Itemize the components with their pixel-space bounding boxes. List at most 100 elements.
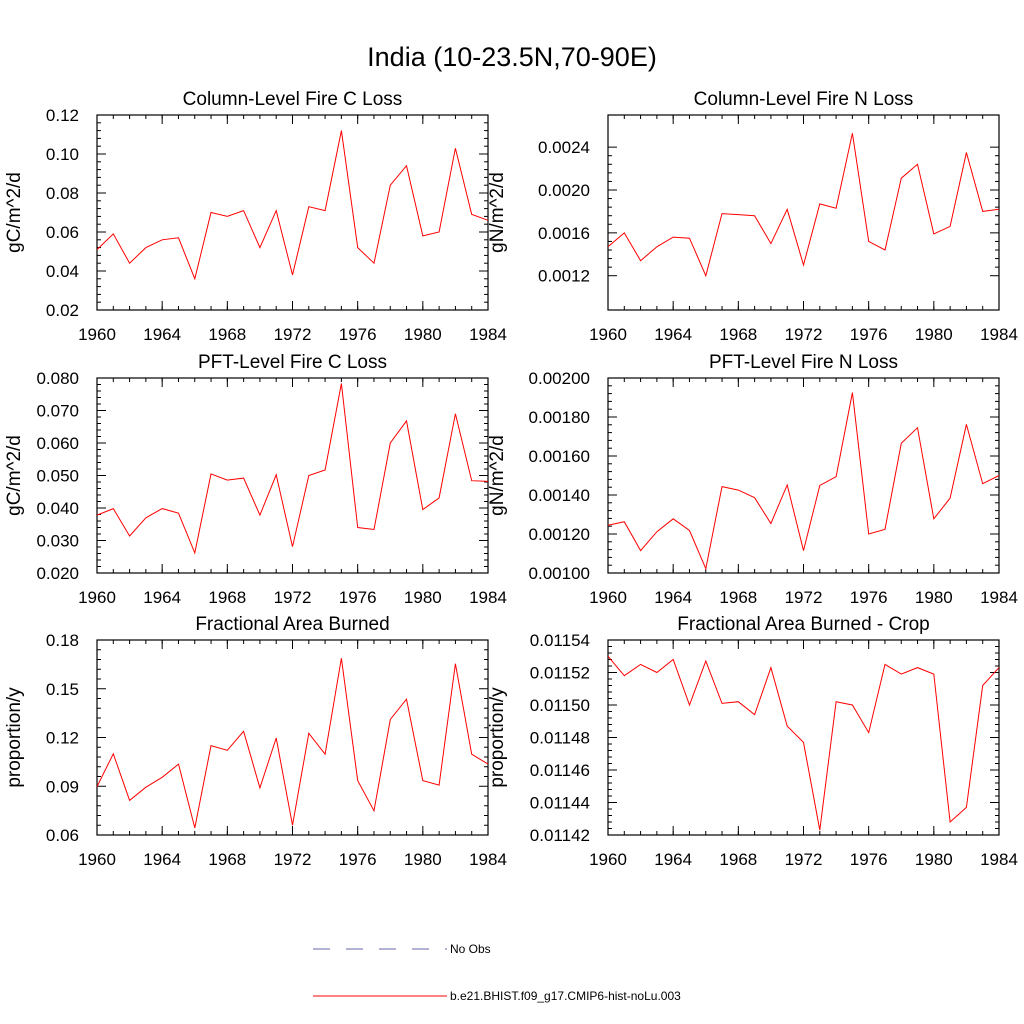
series-line-1: [96, 130, 489, 281]
y-tick-label: 0.12: [46, 106, 79, 125]
x-tick-label: 1960: [78, 325, 116, 344]
y-tick-label: 0.080: [36, 369, 79, 388]
y-tick-label: 0.06: [46, 826, 79, 845]
y-tick-label: 0.040: [36, 499, 79, 518]
x-tick-label: 1964: [143, 588, 181, 607]
x-tick-label: 1968: [719, 588, 757, 607]
x-tick-label: 1980: [404, 588, 442, 607]
y-axis-label: gC/m^2/d: [4, 435, 25, 516]
x-tick-label: 1960: [78, 588, 116, 607]
x-tick-label: 1980: [915, 850, 953, 869]
chart-title: PFT-Level Fire N Loss: [709, 352, 898, 373]
x-tick-label: 1968: [208, 850, 246, 869]
chart-title: Column-Level Fire C Loss: [183, 89, 403, 110]
y-tick-label: 0.0016: [538, 224, 590, 243]
x-tick-label: 1972: [274, 325, 312, 344]
series-line-1: [607, 655, 1000, 831]
y-tick-label: 0.00140: [529, 486, 590, 505]
chart-title: PFT-Level Fire C Loss: [198, 352, 387, 373]
y-tick-label: 0.070: [36, 402, 79, 421]
y-axis-label: gC/m^2/d: [4, 172, 25, 253]
x-tick-label: 1972: [274, 850, 312, 869]
x-tick-label: 1972: [785, 588, 823, 607]
x-tick-label: 1960: [589, 325, 627, 344]
x-tick-label: 1980: [915, 588, 953, 607]
y-tick-label: 0.12: [46, 729, 79, 748]
chart-panel-2: 1960 1964 1968 1972 1976 1980 1984 0.0012 0.0016…: [487, 89, 1018, 344]
y-tick-label: 0.01154: [530, 631, 590, 650]
x-tick-label: 1976: [850, 588, 888, 607]
chart-title: Column-Level Fire N Loss: [694, 89, 914, 110]
y-tick-label: 0.060: [36, 434, 79, 453]
plot-frame: [96, 377, 489, 574]
x-tick-label: 1976: [339, 588, 377, 607]
chart-title: Fractional Area Burned: [195, 614, 389, 635]
y-axis-label: proportion/y: [4, 687, 25, 788]
chart-panel-4: 1960 1964 1968 1972 1976 1980 1984 0.00100 0.001…: [487, 352, 1018, 607]
y-tick-label: 0.00200: [529, 369, 590, 388]
y-tick-label: 0.050: [36, 467, 79, 486]
panels-group: 1960 1964 1968 1972 1976 1980 1984 0.02 0.04 0.06…: [4, 89, 1018, 869]
y-tick-label: 0.01152: [530, 664, 590, 683]
x-tick-label: 1984: [980, 325, 1018, 344]
y-tick-label: 0.01150: [530, 696, 590, 715]
x-tick-label: 1964: [654, 588, 692, 607]
x-tick-label: 1960: [589, 588, 627, 607]
chart-panel-6: 1960 1964 1968 1972 1976 1980 1984 0.01142 0.011…: [487, 614, 1018, 869]
figure-title: India (10-23.5N,70-90E): [367, 42, 657, 72]
x-tick-label: 1968: [208, 325, 246, 344]
y-tick-label: 0.01146: [530, 761, 590, 780]
series-line-1: [96, 383, 489, 555]
x-tick-label: 1972: [785, 850, 823, 869]
x-tick-label: 1968: [208, 588, 246, 607]
y-tick-label: 0.0012: [538, 267, 590, 286]
chart-panel-1: 1960 1964 1968 1972 1976 1980 1984 0.02 0.04 0.06…: [4, 89, 507, 344]
y-tick-label: 0.0020: [538, 181, 590, 200]
y-axis-label: gN/m^2/d: [487, 435, 508, 516]
y-tick-label: 0.00180: [529, 408, 590, 427]
y-tick-label: 0.04: [46, 262, 79, 281]
series-line-1: [607, 392, 1000, 571]
x-tick-label: 1976: [339, 325, 377, 344]
y-tick-label: 0.10: [46, 145, 79, 164]
y-tick-label: 0.02: [46, 301, 79, 320]
x-tick-label: 1968: [719, 850, 757, 869]
x-tick-label: 1976: [850, 850, 888, 869]
x-tick-label: 1968: [719, 325, 757, 344]
x-tick-label: 1980: [915, 325, 953, 344]
y-tick-label: 0.08: [46, 184, 79, 203]
y-tick-label: 0.030: [36, 532, 79, 551]
x-tick-label: 1984: [980, 850, 1018, 869]
y-tick-label: 0.020: [36, 564, 79, 583]
y-tick-label: 0.0024: [538, 138, 590, 157]
series-line-1: [96, 658, 489, 829]
plot-frame: [96, 639, 489, 836]
x-tick-label: 1984: [469, 850, 507, 869]
x-tick-label: 1960: [78, 850, 116, 869]
y-tick-label: 0.00100: [529, 564, 590, 583]
plot-frame: [607, 114, 1000, 311]
y-tick-label: 0.15: [46, 680, 79, 699]
x-tick-label: 1964: [143, 850, 181, 869]
legend-label-model: b.e21.BHIST.f09_g17.CMIP6-hist-noLu.003: [450, 989, 681, 1003]
y-tick-label: 0.00160: [529, 447, 590, 466]
x-tick-label: 1972: [785, 325, 823, 344]
x-tick-label: 1984: [469, 588, 507, 607]
series-line-1: [607, 133, 1000, 278]
x-tick-label: 1964: [143, 325, 181, 344]
x-tick-label: 1980: [404, 850, 442, 869]
y-tick-label: 0.18: [46, 631, 79, 650]
x-tick-label: 1976: [850, 325, 888, 344]
x-tick-label: 1964: [654, 325, 692, 344]
chart-panel-3: 1960 1964 1968 1972 1976 1980 1984 0.020 0.030 0.…: [4, 352, 507, 607]
x-tick-label: 1984: [469, 325, 507, 344]
y-tick-label: 0.01142: [530, 826, 590, 845]
chart-title: Fractional Area Burned - Crop: [677, 614, 929, 635]
x-tick-label: 1976: [339, 850, 377, 869]
y-tick-label: 0.01148: [530, 729, 590, 748]
plot-frame: [96, 114, 489, 311]
y-tick-label: 0.06: [46, 223, 79, 242]
legend: No Obs b.e21.BHIST.f09_g17.CMIP6-hist-no…: [313, 942, 681, 1003]
y-axis-label: gN/m^2/d: [487, 172, 508, 253]
